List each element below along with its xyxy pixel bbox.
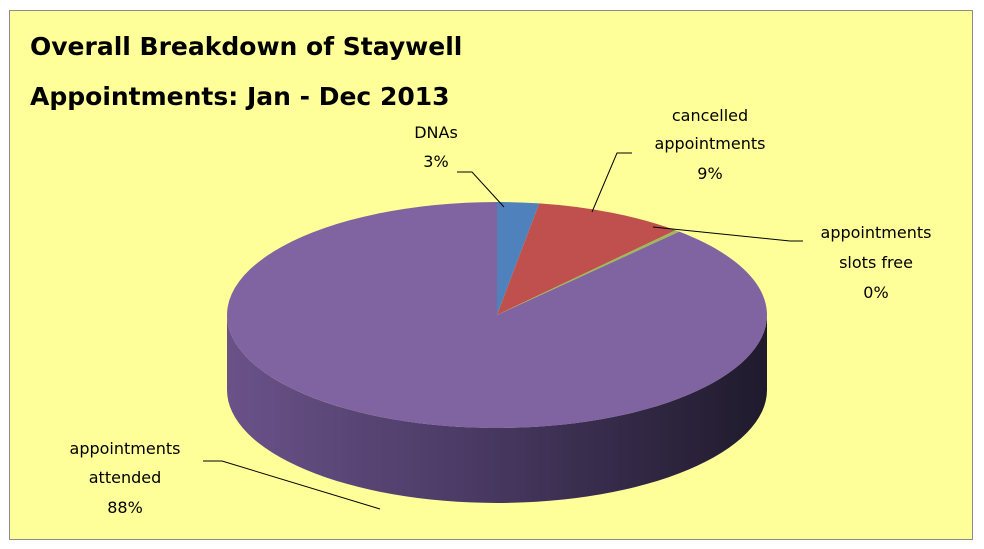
chart-title-line-1: Overall Breakdown of Staywell — [30, 32, 462, 61]
pie-slice-cancelled — [497, 203, 676, 315]
label-slots-free-name-1: appointments — [821, 223, 932, 242]
pie-chart: Overall Breakdown of Staywell Appointmen… — [30, 32, 932, 517]
label-slots-free-percent: 0% — [863, 283, 888, 302]
leader-line-slots-free — [652, 226, 803, 242]
chart-title-line-2: Appointments: Jan - Dec 2013 — [30, 82, 450, 111]
label-attended-name-2: attended — [89, 468, 162, 487]
leader-line-cancelled — [591, 152, 632, 213]
label-dnas-name: DNAs — [414, 123, 458, 142]
label-cancelled-percent: 9% — [697, 164, 722, 183]
pie-slice-slots-free — [497, 230, 680, 315]
label-cancelled-name-1: cancelled — [672, 106, 748, 125]
pie-slice-attended — [227, 202, 768, 428]
pie-slices — [227, 202, 768, 428]
label-attended-percent: 88% — [107, 498, 143, 517]
label-cancelled-name-2: appointments — [655, 134, 766, 153]
leader-line-attended — [203, 460, 381, 510]
pie-side-wall — [227, 315, 767, 503]
label-dnas-percent: 3% — [423, 152, 448, 171]
leader-line-dnas — [457, 171, 505, 208]
label-slots-free-name-2: slots free — [839, 253, 913, 272]
label-attended-name-1: appointments — [70, 439, 181, 458]
pie-slice-dnas — [497, 202, 540, 315]
chart-area: Overall Breakdown of Staywell Appointmen… — [9, 10, 973, 540]
